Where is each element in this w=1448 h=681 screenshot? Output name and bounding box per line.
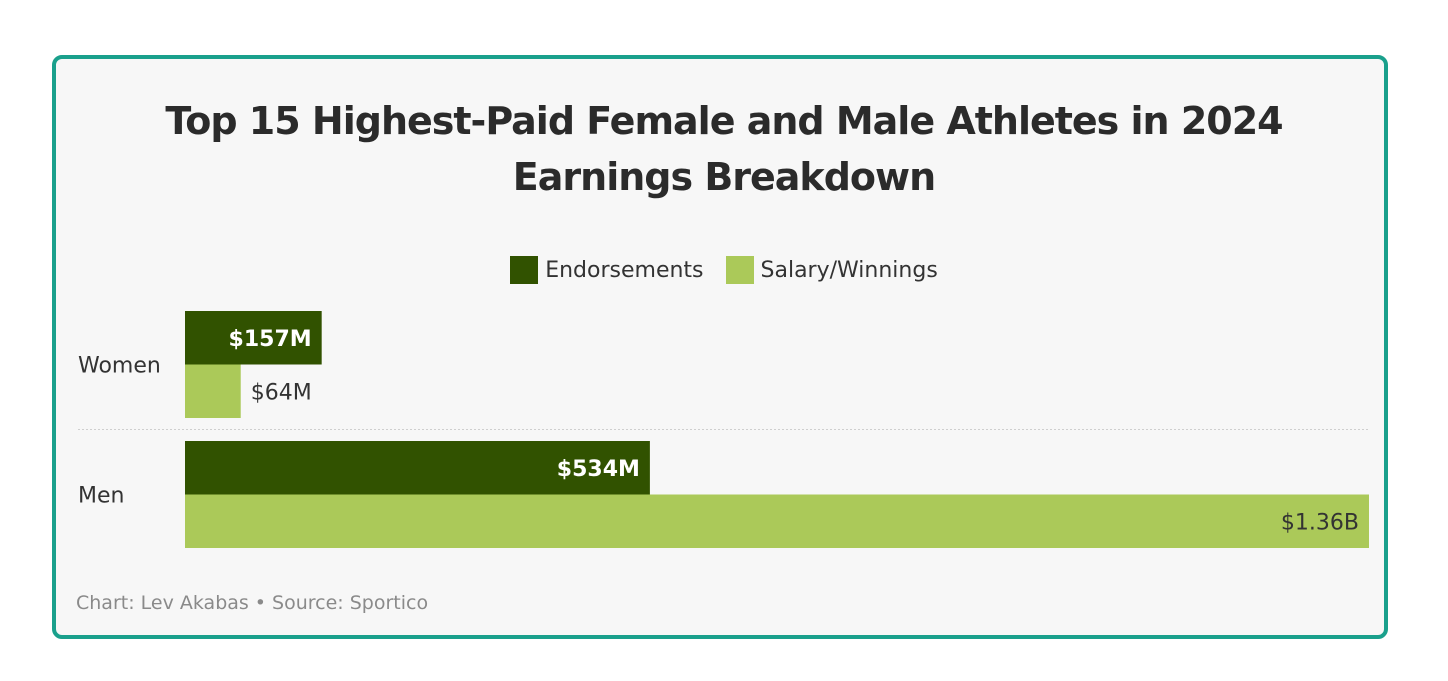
legend-swatch-endorsements (510, 256, 539, 284)
chart-layer: Women $157M $64M Men $534M $1.36B (78, 311, 1370, 548)
data-label-women-salary-winnings: $64M (251, 380, 312, 405)
legend-label-salary: Salary/Winnings (760, 257, 938, 283)
bar-men-salary-winnings (185, 494, 1369, 548)
legend-item-endorsements: Endorsements (510, 256, 704, 284)
bar-women-salary-winnings (185, 364, 241, 418)
subtitle-line: Earnings Breakdown (512, 155, 936, 199)
data-label-women-endorsements: $157M (229, 327, 312, 352)
legend-swatch-salary (725, 256, 754, 284)
footer-separator: • (254, 592, 267, 614)
data-label-men-salary-winnings: $1.36B (1281, 510, 1359, 535)
category-label-men: Men (78, 484, 124, 509)
chart-credit: Chart: Lev Akabas (76, 592, 249, 614)
category-label-women: Women (78, 354, 161, 379)
chart-footer: Chart: Lev Akabas • Source: Sportico (76, 592, 428, 614)
data-label-men-endorsements: $534M (557, 457, 640, 482)
chart-source: Source: Sportico (272, 592, 429, 614)
title-line: Top 15 Highest-Paid Female and Male Athl… (165, 99, 1283, 143)
bar-women-endorsements (185, 311, 322, 365)
chart-title: Top 15 Highest-Paid Female and Male Athl… (0, 93, 1448, 205)
legend-item-salary: Salary/Winnings (725, 256, 938, 284)
bar-men-endorsements (185, 441, 650, 495)
legend: Endorsements Salary/Winnings (0, 255, 1448, 285)
legend-label-endorsements: Endorsements (545, 257, 704, 283)
